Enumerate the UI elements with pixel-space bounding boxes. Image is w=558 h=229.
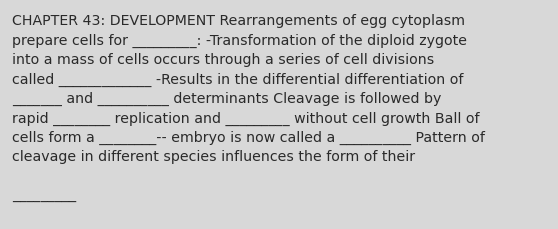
Text: CHAPTER 43: DEVELOPMENT Rearrangements of egg cytoplasm: CHAPTER 43: DEVELOPMENT Rearrangements o… (12, 14, 465, 28)
Text: prepare cells for _________: -Transformation of the diploid zygote: prepare cells for _________: -Transforma… (12, 33, 467, 47)
Text: into a mass of cells occurs through a series of cell divisions: into a mass of cells occurs through a se… (12, 53, 434, 67)
Text: _________: _________ (12, 189, 76, 203)
Text: called _____________ -Results in the differential differentiation of: called _____________ -Results in the dif… (12, 72, 463, 86)
Text: _______ and __________ determinants Cleavage is followed by: _______ and __________ determinants Clea… (12, 92, 441, 106)
Text: cleavage in different species influences the form of their: cleavage in different species influences… (12, 150, 415, 164)
Text: rapid ________ replication and _________ without cell growth Ball of: rapid ________ replication and _________… (12, 111, 479, 125)
Text: cells form a ________-- embryo is now called a __________ Pattern of: cells form a ________-- embryo is now ca… (12, 131, 485, 144)
